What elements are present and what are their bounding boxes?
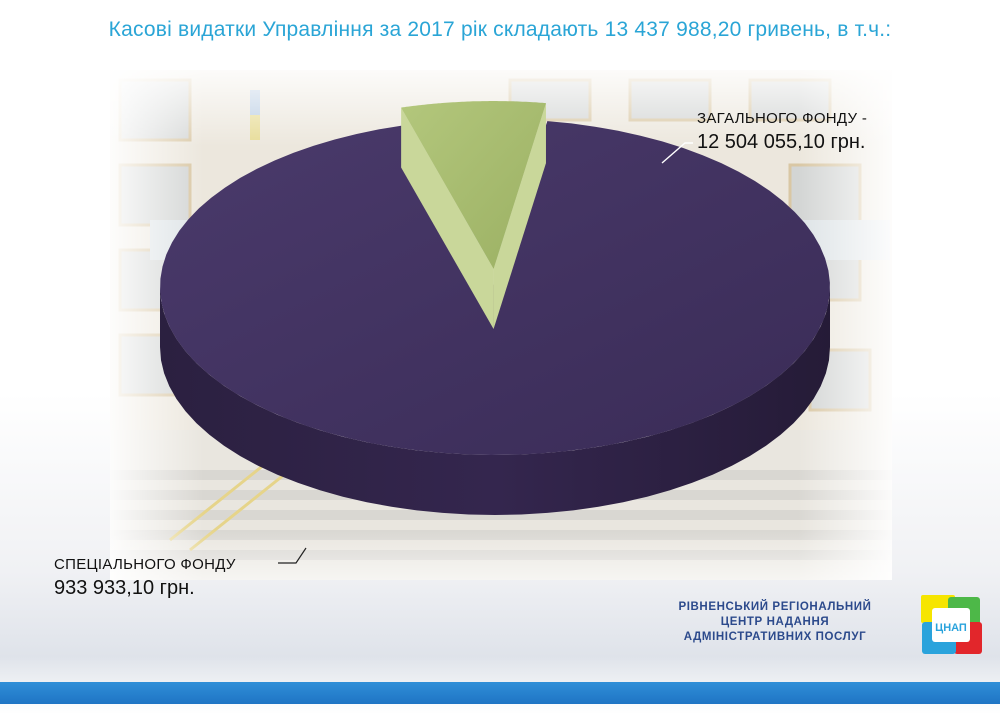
general-fund-leader-line bbox=[661, 142, 693, 164]
organization-name: РІВНЕНСЬКИЙ РЕГІОНАЛЬНИЙ ЦЕНТР НАДАННЯ А… bbox=[650, 600, 900, 645]
general-fund-label: ЗАГАЛЬНОГО ФОНДУ - 12 504 055,10 грн. bbox=[697, 110, 867, 154]
cnap-logo: ЦНАП bbox=[921, 595, 982, 654]
general-fund-slice-side-1 bbox=[160, 287, 830, 515]
special-fund-label: СПЕЦІАЛЬНОГО ФОНДУ 933 933,10 грн. bbox=[54, 556, 236, 600]
general-fund-label-value: 12 504 055,10 грн. bbox=[697, 131, 866, 153]
special-fund-label-value: 933 933,10 грн. bbox=[54, 577, 195, 599]
organization-name-line-2: ЦЕНТР НАДАННЯ bbox=[720, 616, 830, 628]
logo-white-center bbox=[932, 608, 970, 642]
general-fund-label-name: ЗАГАЛЬНОГО ФОНДУ - bbox=[697, 110, 868, 127]
organization-name-line-3: АДМІНІСТРАТИВНИХ ПОСЛУГ bbox=[683, 631, 867, 643]
special-fund-leader-line bbox=[278, 547, 307, 564]
logo-text: ЦНАП bbox=[935, 622, 967, 634]
special-fund-slice-wall-2 bbox=[493, 103, 546, 330]
organization-name-line-1: РІВНЕНСЬКИЙ РЕГІОНАЛЬНИЙ bbox=[678, 601, 872, 613]
special-fund-label-name: СПЕЦІАЛЬНОГО ФОНДУ bbox=[54, 556, 236, 573]
special-fund-slice-wall-1 bbox=[401, 107, 494, 330]
page-title: Касові видатки Управління за 2017 рік ск… bbox=[108, 18, 892, 41]
bottom-bar bbox=[0, 682, 1000, 704]
special-fund-slice bbox=[401, 101, 546, 330]
special-fund-slice-top bbox=[401, 101, 546, 269]
